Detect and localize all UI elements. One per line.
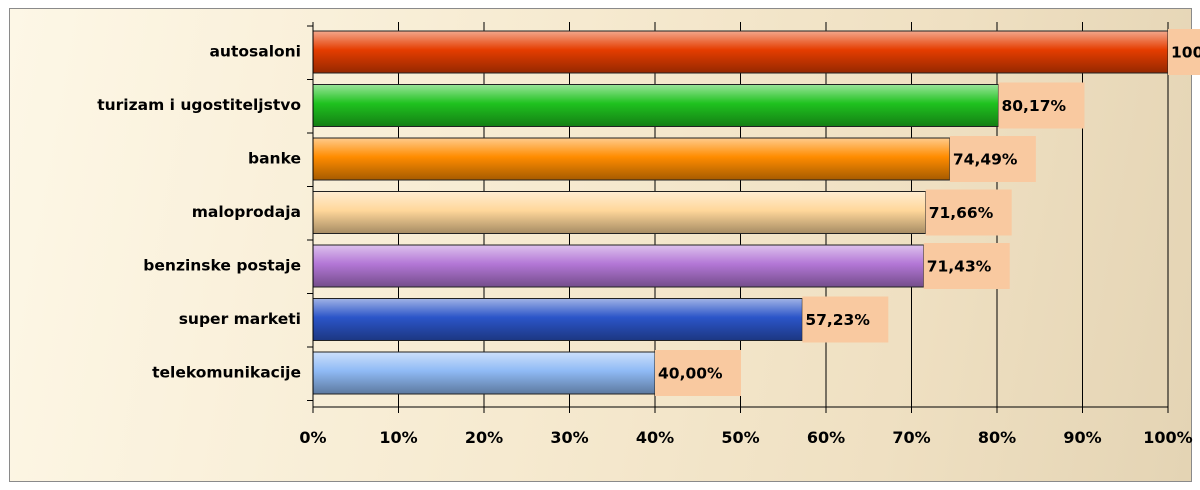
category-label: autosaloni <box>209 43 301 61</box>
data-label: 71,66% <box>929 204 994 222</box>
data-label: 57,23% <box>805 311 870 329</box>
data-label: 74,49% <box>953 151 1018 169</box>
x-tick-label: 50% <box>721 428 759 447</box>
axes <box>307 22 1169 413</box>
data-label-background <box>923 243 1010 289</box>
data-label-background <box>998 82 1085 129</box>
data-label-backgrounds <box>655 29 1200 396</box>
x-tick-label: 80% <box>978 428 1016 447</box>
bar <box>312 30 1169 74</box>
category-labels: autosaloni turizam i ugostiteljstvo banke m… <box>97 43 301 382</box>
data-label-background <box>949 136 1036 182</box>
category-label: banke <box>248 150 301 168</box>
bar <box>312 298 803 341</box>
category-label: telekomunikacije <box>152 364 301 382</box>
x-tick-label: 100% <box>1143 428 1192 447</box>
category-label: benzinske postaje <box>143 257 301 275</box>
x-tick-label: 70% <box>892 428 930 447</box>
x-tick-label: 60% <box>807 428 845 447</box>
category-label: turizam i ugostiteljstvo <box>97 96 301 114</box>
data-label-background <box>802 296 889 343</box>
data-label: 80,17% <box>1001 97 1066 115</box>
x-tick-label: 20% <box>465 428 503 447</box>
data-labels: 100,00% 80,17% 74,49% 71,66% 71,43% 57,23% 40,… <box>658 44 1200 383</box>
x-tick-label: 30% <box>550 428 588 447</box>
x-tick-label: 10% <box>379 428 417 447</box>
tick-labels: 0% 10% 20% 30% 40% 50% 60% 70% 80% 90% 100% <box>299 428 1192 447</box>
bar <box>312 244 925 288</box>
data-label: 100,00% <box>1171 44 1200 62</box>
data-label: 40,00% <box>658 365 723 383</box>
bar <box>312 191 927 234</box>
x-tick-label: 40% <box>636 428 674 447</box>
x-tick-label: 90% <box>1063 428 1101 447</box>
category-label: maloprodaja <box>192 203 301 221</box>
data-label-background <box>655 350 741 396</box>
data-label: 71,43% <box>927 258 992 276</box>
x-tick-label: 0% <box>299 428 326 447</box>
category-label: super marketi <box>179 310 301 328</box>
bar <box>312 84 999 127</box>
bars <box>312 30 1169 395</box>
data-label-background <box>925 189 1012 236</box>
data-label-background <box>1168 29 1200 75</box>
bar <box>312 137 951 181</box>
bar <box>312 351 656 395</box>
